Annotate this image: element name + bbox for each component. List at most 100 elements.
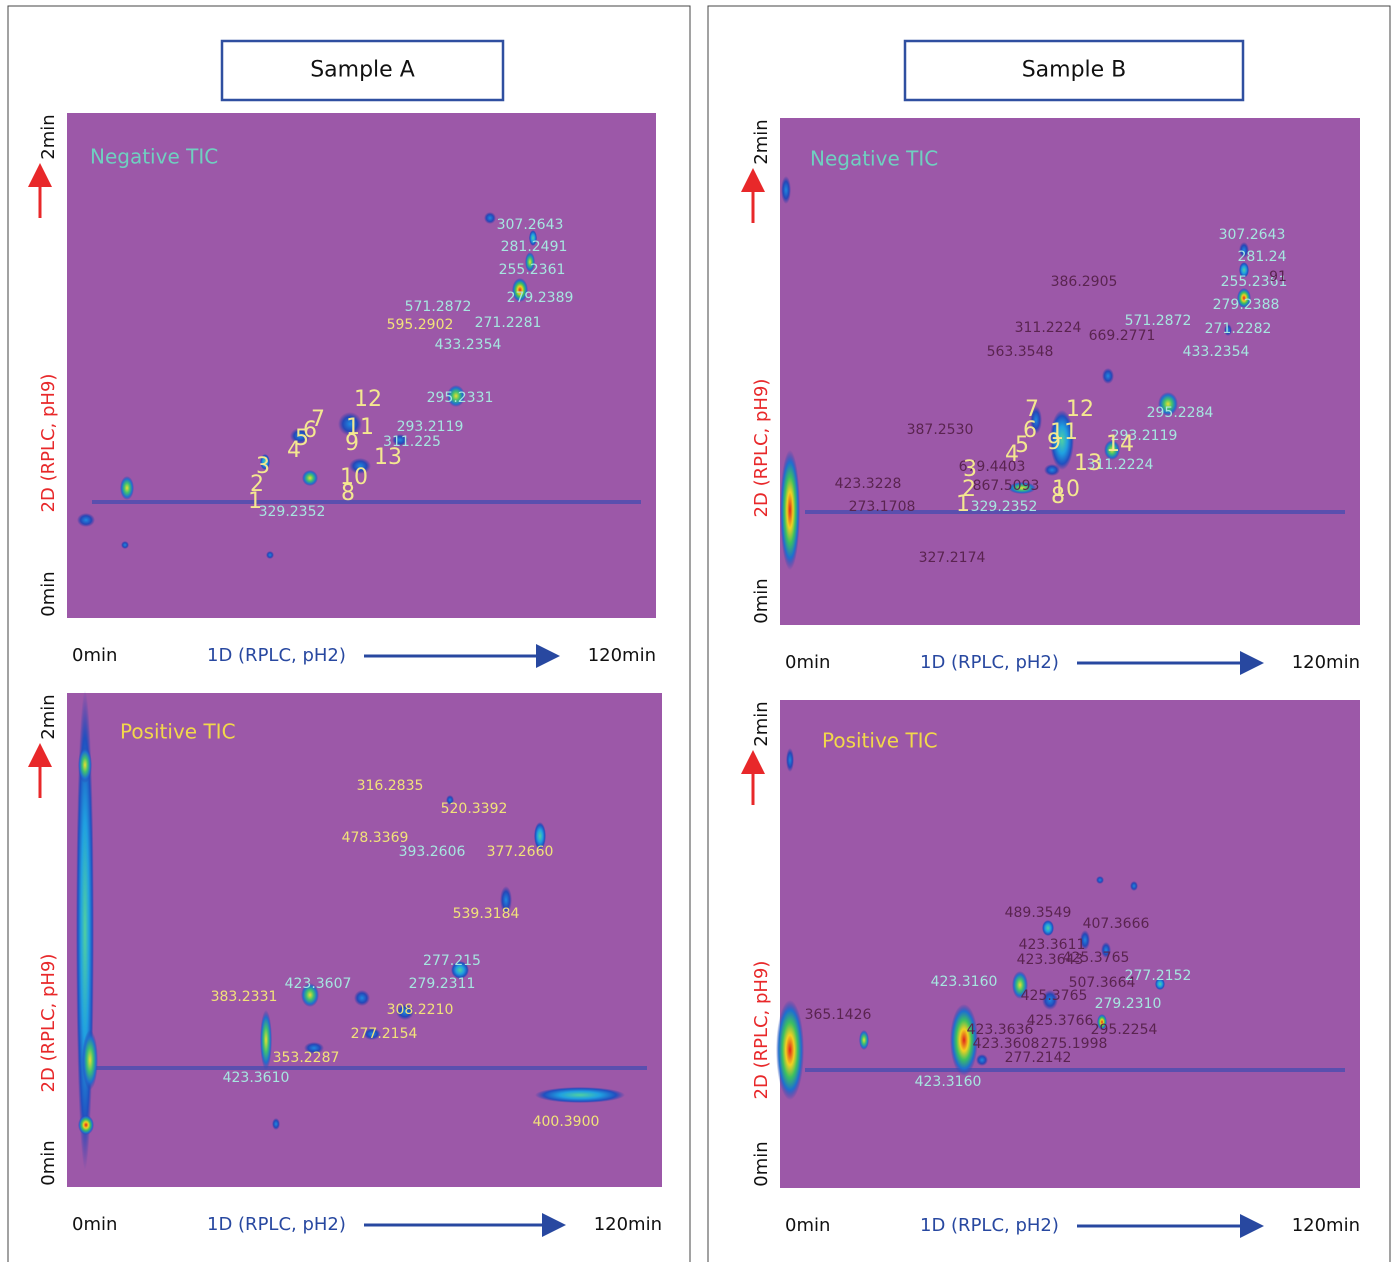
x-start-label: 0min <box>72 645 117 666</box>
intensity-spot <box>354 990 370 1006</box>
x-end-label: 120min <box>1292 1215 1360 1236</box>
y-top-label: 2min <box>38 694 59 739</box>
intensity-spot <box>1130 881 1138 891</box>
mz-label: 571.2872 <box>1125 313 1192 329</box>
mz-label: 271.2282 <box>1205 321 1272 337</box>
mz-label: 433.2354 <box>1183 344 1250 360</box>
mz-label: 520.3392 <box>441 801 508 817</box>
mz-label: 307.2643 <box>1219 227 1286 243</box>
mz-label: 425.3766 <box>1027 1013 1094 1029</box>
intensity-spot <box>484 212 496 224</box>
intensity-spot <box>78 747 92 783</box>
peak-number: 8 <box>341 481 355 506</box>
y-bottom-label: 0min <box>38 571 59 616</box>
mz-label: 423.3228 <box>835 476 902 492</box>
mz-label: 329.2352 <box>971 499 1038 515</box>
mz-label: 539.3184 <box>453 906 520 922</box>
mz-label: 377.2660 <box>487 844 554 860</box>
mz-label: 255.2361 <box>499 262 566 278</box>
mz-label: 563.3548 <box>987 344 1054 360</box>
peak-number: 12 <box>1066 397 1094 422</box>
x-end-label: 120min <box>594 1214 662 1235</box>
plot-area <box>780 118 1360 625</box>
peak-number: 13 <box>374 445 402 470</box>
intensity-spot <box>272 1118 280 1130</box>
mz-label: 386.2905 <box>1051 274 1118 290</box>
plot-label: Negative TIC <box>810 147 938 171</box>
y-top-label: 2min <box>751 701 772 746</box>
mz-label: 329.2352 <box>259 504 326 520</box>
mz-label: 669.2771 <box>1089 328 1156 344</box>
y-axis-label: 2D (RPLC, pH9) <box>751 961 772 1100</box>
intensity-spot <box>1042 920 1054 936</box>
baseline-streak <box>805 1068 1345 1072</box>
peak-number: 14 <box>1106 432 1134 457</box>
intensity-spot <box>786 748 794 772</box>
mz-label: 279.2389 <box>507 290 574 306</box>
y-axis-label: 2D (RPLC, pH9) <box>38 374 59 513</box>
baseline-streak <box>92 1066 647 1070</box>
mz-label: 407.3666 <box>1083 916 1150 932</box>
mz-label: 279.2311 <box>409 976 476 992</box>
mz-label: 281.24 <box>1238 249 1287 265</box>
mz-label: 383.2331 <box>211 989 278 1005</box>
mz-label: 400.3900 <box>533 1114 600 1130</box>
plot-label: Negative TIC <box>90 145 218 169</box>
mz-label: 489.3549 <box>1005 905 1072 921</box>
y-top-label: 2min <box>751 119 772 164</box>
mz-label: 277.2154 <box>351 1026 418 1042</box>
peak-number: 12 <box>354 387 382 412</box>
intensity-spot <box>781 176 791 204</box>
peak-number: 4 <box>1005 442 1019 467</box>
y-axis-label: 2D (RPLC, pH9) <box>751 379 772 518</box>
intensity-spot <box>266 551 274 559</box>
mz-label: 425.3765 <box>1021 988 1088 1004</box>
x-axis-label: 1D (RPLC, pH2) <box>207 645 346 666</box>
peak-number: 4 <box>287 438 301 463</box>
mz-label: 423.3610 <box>223 1070 290 1086</box>
intensity-spot <box>1044 464 1060 476</box>
mz-label: 307.2643 <box>497 217 564 233</box>
mz-label: 281.2491 <box>501 239 568 255</box>
mz-label: 365.1426 <box>805 1007 872 1023</box>
intensity-spot <box>976 1054 988 1066</box>
intensity-spot <box>1096 876 1104 884</box>
mz-label: 571.2872 <box>405 299 472 315</box>
plot-label: Positive TIC <box>822 729 938 753</box>
peak-number: 1 <box>248 489 262 514</box>
peak-number: 13 <box>1074 451 1102 476</box>
intensity-spot <box>260 1010 272 1070</box>
x-start-label: 0min <box>785 1215 830 1236</box>
plot-area <box>67 113 656 618</box>
mz-label: 423.3607 <box>285 976 352 992</box>
y-bottom-label: 0min <box>751 578 772 623</box>
mz-label: 279.2388 <box>1213 297 1280 313</box>
peak-number: 9 <box>345 431 359 456</box>
baseline-streak <box>92 500 641 504</box>
figure: Sample ANegative TIC307.2643281.2491255.… <box>0 0 1397 1262</box>
intensity-spot <box>535 1087 625 1103</box>
mz-label: 595.2902 <box>387 317 454 333</box>
y-top-label: 2min <box>38 114 59 159</box>
intensity-spot <box>859 1030 869 1050</box>
mz-label: 273.1708 <box>849 499 916 515</box>
mz-label: 425.3765 <box>1063 950 1130 966</box>
mz-label: 867.5093 <box>973 478 1040 494</box>
peak-number: 1 <box>956 492 970 517</box>
mz-label: 295.2331 <box>427 390 494 406</box>
intensity-spot <box>780 450 800 570</box>
x-end-label: 120min <box>1292 652 1360 673</box>
mz-label: 327.2174 <box>919 550 986 566</box>
intensity-spot <box>776 1000 804 1100</box>
intensity-spot <box>1102 368 1114 384</box>
x-start-label: 0min <box>785 652 830 673</box>
y-bottom-label: 0min <box>38 1140 59 1185</box>
x-axis-label: 1D (RPLC, pH2) <box>920 652 1059 673</box>
mz-label: 311.2224 <box>1015 320 1082 336</box>
mz-label: 293.2119 <box>397 419 464 435</box>
intensity-spot <box>302 470 318 486</box>
sample-title: Sample A <box>310 58 415 83</box>
plot-area <box>67 693 662 1187</box>
plot-label: Positive TIC <box>120 720 236 744</box>
y-bottom-label: 0min <box>751 1141 772 1186</box>
